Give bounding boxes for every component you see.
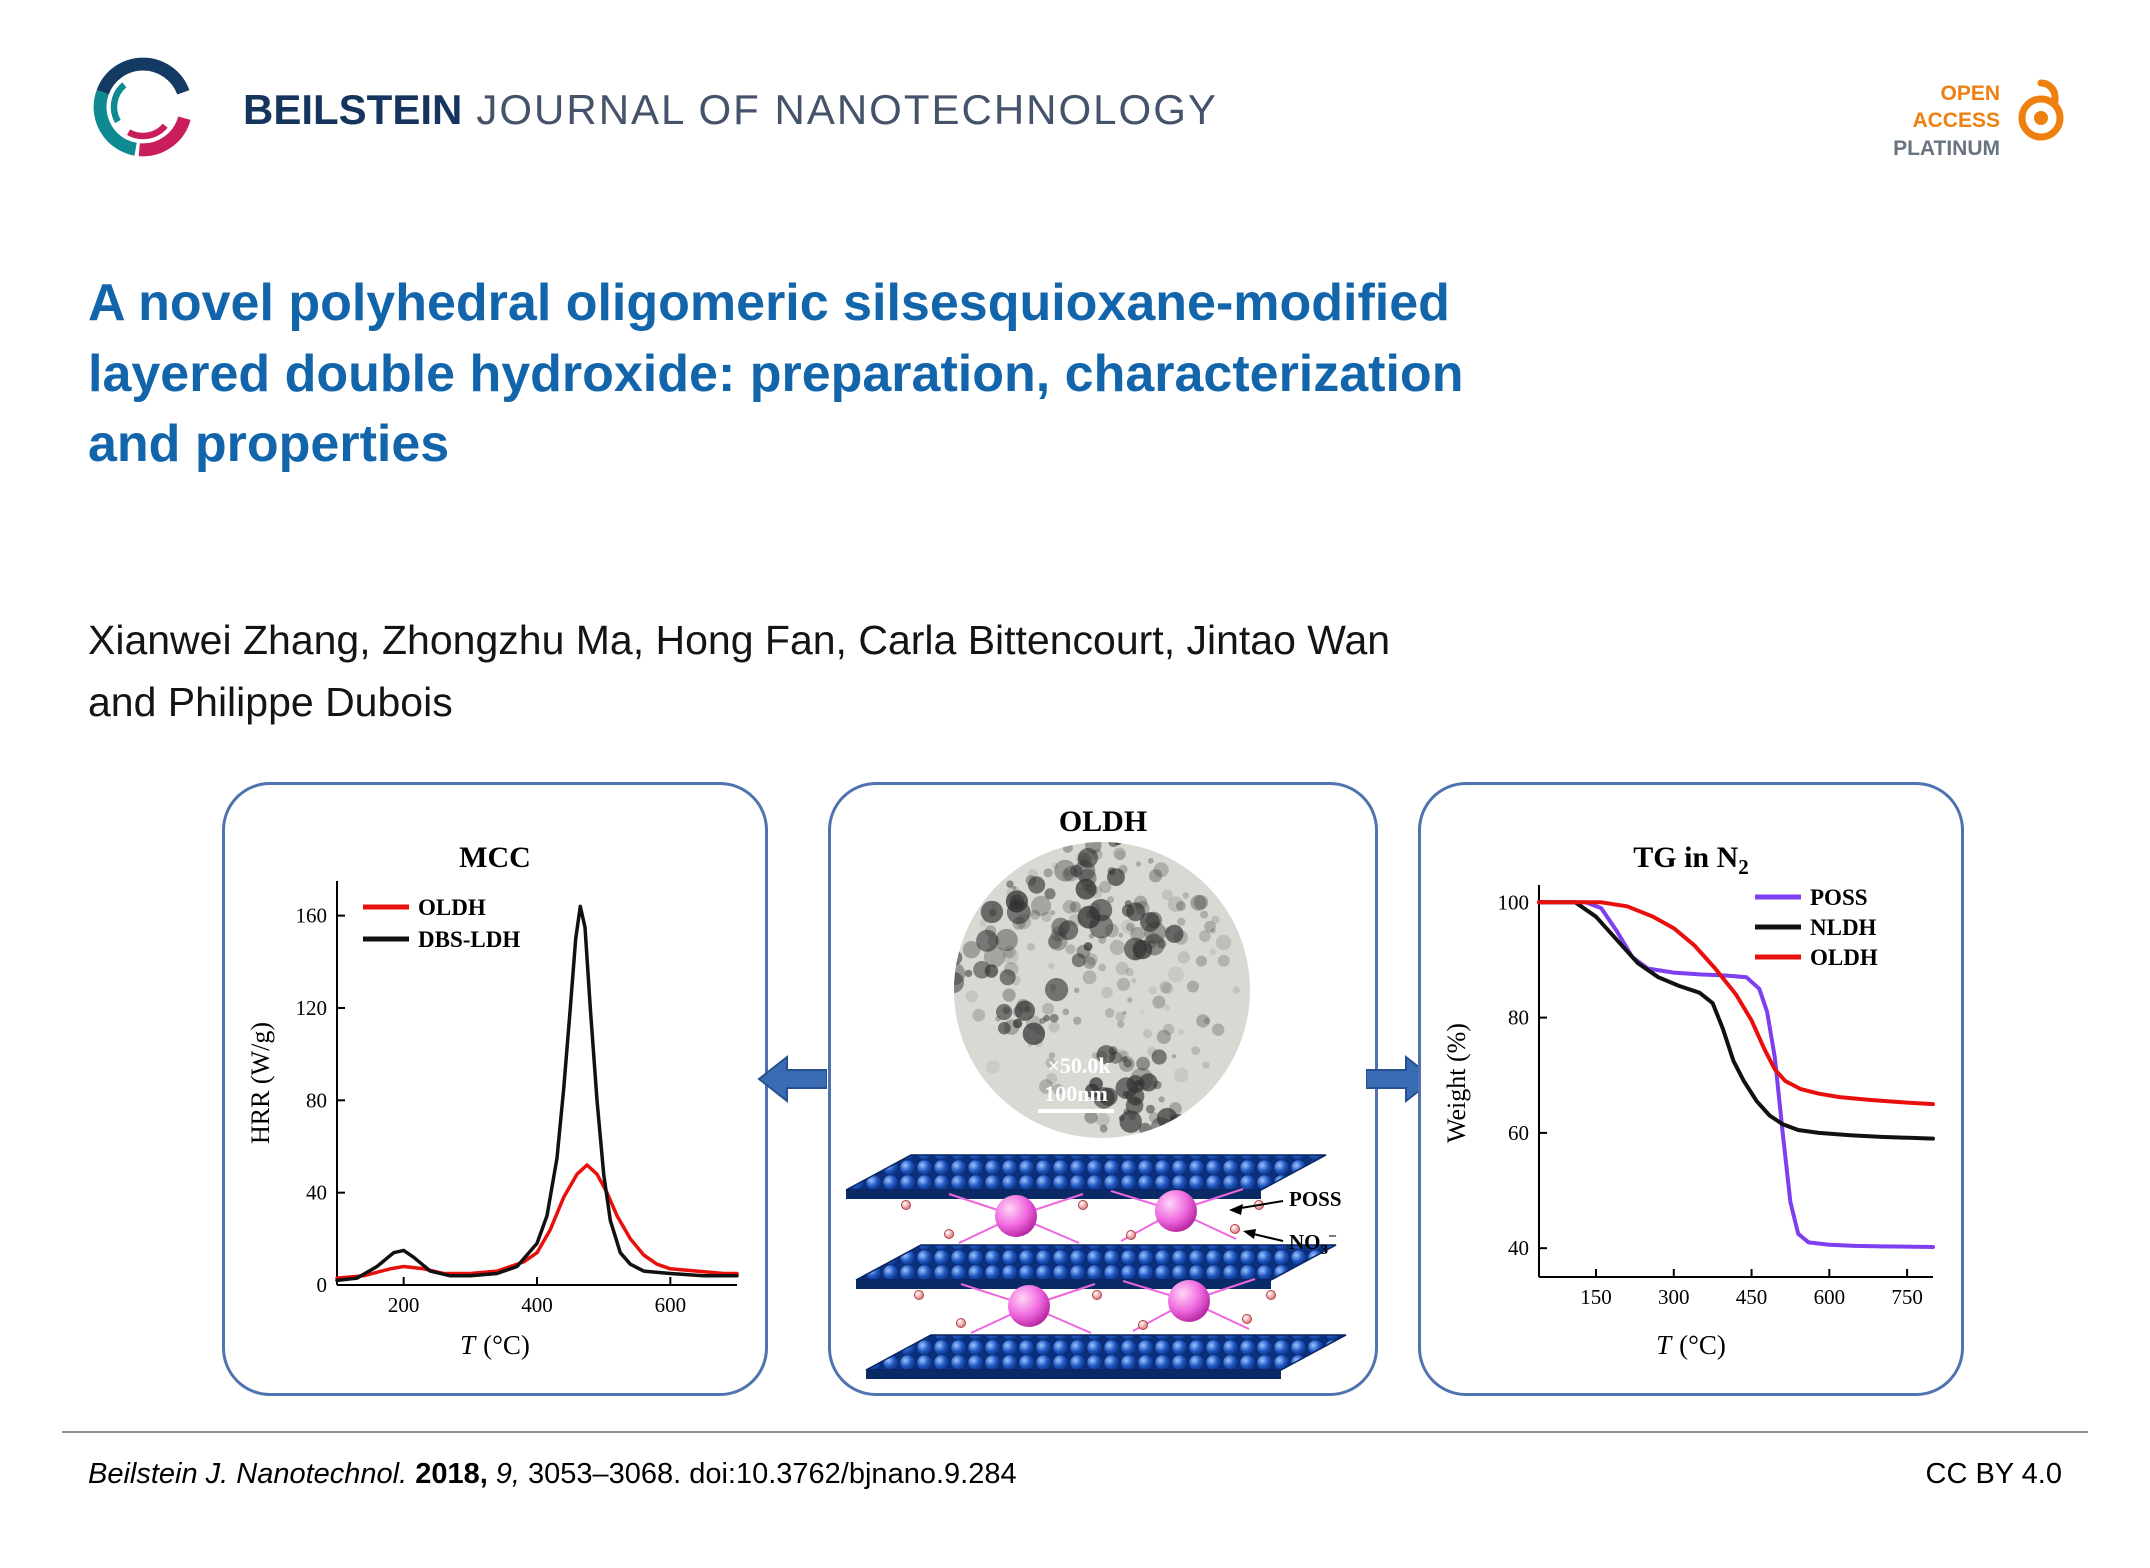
ldh-schematic	[845, 1154, 1347, 1379]
svg-text:600: 600	[1814, 1285, 1846, 1309]
tg-xlabel: T (°C)	[1656, 1330, 1726, 1360]
svg-text:100: 100	[1498, 890, 1530, 914]
svg-text:OLDH: OLDH	[1810, 945, 1878, 970]
svg-text:40: 40	[1508, 1236, 1529, 1260]
mcc-chart: 200 400 600 0 40 80 120 160 OLDH DBS-LDH	[296, 881, 739, 1317]
article-title-line2: layered double hydroxide: preparation, c…	[88, 344, 1464, 403]
tg-chart-panel: TG in N2 150 300 450 600 750 40 60 80 100 POSS NLD…	[1418, 782, 1964, 1396]
poss-pointer-arrow	[1229, 1200, 1284, 1215]
svg-text:400: 400	[521, 1293, 553, 1317]
oldh-graphic: ×50.0k 100nm	[845, 842, 1347, 1379]
poss-label: POSS	[1289, 1187, 1342, 1211]
oldh-panel: OLDH	[828, 782, 1378, 1396]
open-access-line2: ACCESS	[1912, 109, 2000, 133]
citation-volume: 9,	[495, 1458, 520, 1490]
mcc-chart-panel: MCC 200 400 600 0 40 80 120 160 OLDH DBS-LDH HRR …	[222, 782, 768, 1396]
svg-text:80: 80	[1508, 1006, 1529, 1030]
svg-text:POSS: POSS	[1810, 885, 1868, 910]
open-access-label: OPEN ACCESS PLATINUM	[1893, 80, 2000, 162]
license-label: CC BY 4.0	[1925, 1458, 2062, 1490]
citation-pages-doi: 3053–3068. doi:10.3762/bjnano.9.284	[527, 1458, 1017, 1490]
authors-line2: and Philippe Dubois	[88, 678, 453, 725]
tg-chart: 150 300 450 600 750 40 60 80 100 POSS NLDH OLDH	[1498, 885, 1935, 1309]
article-title-line1: A novel polyhedral oligomeric silsesquio…	[88, 274, 1450, 332]
svg-text:60: 60	[1508, 1121, 1529, 1145]
tem-magnification: ×50.0k	[1047, 1053, 1111, 1078]
open-access-line1: OPEN	[1940, 82, 2000, 105]
tg-ylabel: Weight (%)	[1442, 1023, 1471, 1143]
footer-divider	[62, 1431, 2088, 1433]
article-title-line3: and properties	[88, 415, 450, 474]
tg-chart-title: TG in N2	[1633, 841, 1749, 879]
mcc-chart-title: MCC	[459, 841, 531, 874]
svg-text:80: 80	[306, 1088, 327, 1112]
svg-text:160: 160	[296, 904, 328, 928]
citation-journal: Beilstein J. Nanotechnol.	[88, 1458, 408, 1490]
svg-text:120: 120	[296, 996, 328, 1020]
svg-text:OLDH: OLDH	[418, 895, 486, 920]
open-access-line3: PLATINUM	[1893, 136, 2000, 160]
open-access-icon	[2018, 79, 2064, 141]
svg-text:200: 200	[388, 1293, 420, 1317]
article-title: A novel polyhedral oligomeric silsesquio…	[88, 268, 1588, 480]
svg-text:DBS-LDH: DBS-LDH	[418, 927, 520, 952]
svg-text:NLDH: NLDH	[1810, 915, 1877, 940]
mcc-ylabel: HRR (W/g)	[246, 1021, 275, 1145]
svg-text:750: 750	[1891, 1285, 1923, 1309]
authors: Xianwei Zhang, Zhongzhu Ma, Hong Fan, Ca…	[88, 610, 1390, 733]
journal-name-rest: JOURNAL OF NANOTECHNOLOGY	[476, 86, 1218, 133]
mcc-xlabel: T (°C)	[460, 1330, 530, 1360]
svg-text:600: 600	[655, 1293, 687, 1317]
svg-text:0: 0	[317, 1273, 328, 1297]
svg-text:300: 300	[1658, 1285, 1690, 1309]
tem-scalebar	[1038, 1109, 1114, 1113]
svg-text:150: 150	[1580, 1285, 1612, 1309]
tem-image: ×50.0k 100nm	[954, 842, 1250, 1138]
svg-text:450: 450	[1736, 1285, 1768, 1309]
citation-year: 2018,	[415, 1458, 488, 1490]
citation: Beilstein J. Nanotechnol. 2018, 9, 3053–306…	[88, 1458, 1017, 1491]
no3-pointer-arrow	[1243, 1229, 1284, 1242]
journal-name: BEILSTEIN JOURNAL OF NANOTECHNOLOGY	[243, 86, 1218, 134]
authors-line1: Xianwei Zhang, Zhongzhu Ma, Hong Fan, Ca…	[88, 617, 1391, 663]
journal-name-bold: BEILSTEIN	[243, 86, 463, 133]
svg-text:40: 40	[306, 1181, 327, 1205]
oldh-panel-title: OLDH	[1058, 805, 1148, 838]
beilstein-logo	[93, 57, 191, 157]
tem-scalebar-label: 100nm	[1044, 1081, 1108, 1106]
left-arrow-icon	[757, 1054, 827, 1104]
no3-label: NO3−	[1289, 1229, 1337, 1259]
